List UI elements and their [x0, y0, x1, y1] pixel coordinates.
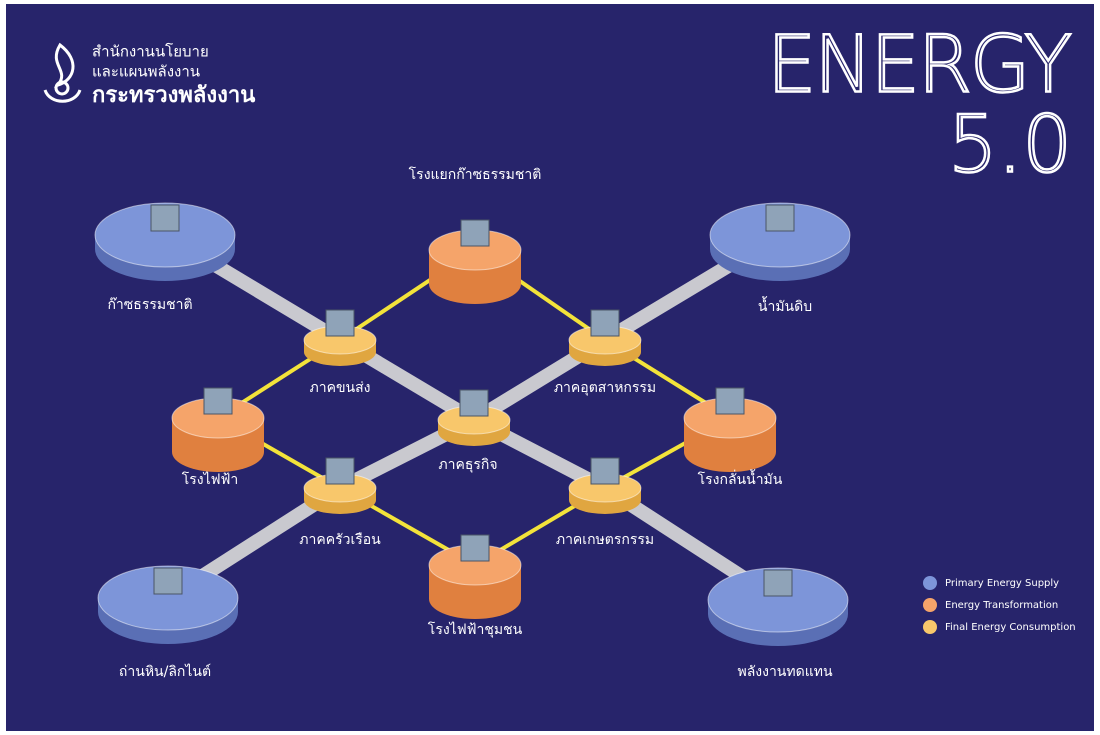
icon — [591, 458, 619, 484]
legend-label: Energy Transformation — [945, 600, 1058, 611]
legend-swatch — [923, 620, 937, 634]
icon — [326, 458, 354, 484]
node-label: โรงแยกก๊าซธรรมชาติ — [409, 166, 542, 183]
node-label: น้ำมันดิบ — [758, 296, 812, 315]
legend-swatch — [923, 576, 937, 590]
icon — [461, 535, 489, 561]
org-line: สำนักงานนโยบาย — [92, 43, 209, 61]
node-label: โรงกลั่นน้ำมัน — [698, 469, 783, 488]
icon — [326, 310, 354, 336]
org-line: และแผนพลังงาน — [92, 63, 200, 81]
node-label: ภาคครัวเรือน — [299, 532, 381, 548]
node-label: ภาคขนส่ง — [310, 380, 371, 396]
icon — [766, 205, 794, 231]
node-label: ภาคเกษตรกรรม — [556, 532, 654, 548]
icon — [764, 570, 792, 596]
infographic: สำนักงานนโยบาย และแผนพลังงาน กระทรวงพลัง… — [0, 0, 1100, 735]
legend-swatch — [923, 598, 937, 612]
legend-label: Final Energy Consumption — [945, 622, 1076, 633]
node-label: พลังงานทดแทน — [737, 664, 832, 680]
node-label: ภาคอุตสาหกรรม — [554, 380, 656, 396]
icon — [591, 310, 619, 336]
legend-label: Primary Energy Supply — [945, 578, 1059, 589]
icon — [204, 388, 232, 414]
node-label: ภาคธุรกิจ — [438, 457, 497, 473]
icon — [460, 390, 488, 416]
nodes: ก๊าซธรรมชาติ โรงแยกก๊าซธรรมชาติน้ำมันดิบภ… — [95, 166, 850, 680]
node-label: โรงไฟฟ้าชุมชน — [428, 621, 523, 638]
subtitle: 5.0 — [948, 101, 1072, 191]
icon — [154, 568, 182, 594]
org-line: กระทรวงพลังงาน — [92, 83, 255, 108]
node-label: ก๊าซธรรมชาติ — [107, 297, 192, 313]
legend: Primary Energy Supply Energy Transformati… — [923, 576, 1076, 634]
icon — [461, 220, 489, 246]
icon — [716, 388, 744, 414]
node-label: โรงไฟฟ้า — [182, 471, 239, 488]
icon — [151, 205, 179, 231]
title: ENERGY — [767, 21, 1072, 111]
node-label: ถ่านหิน/ลิกไนต์ — [119, 663, 211, 680]
